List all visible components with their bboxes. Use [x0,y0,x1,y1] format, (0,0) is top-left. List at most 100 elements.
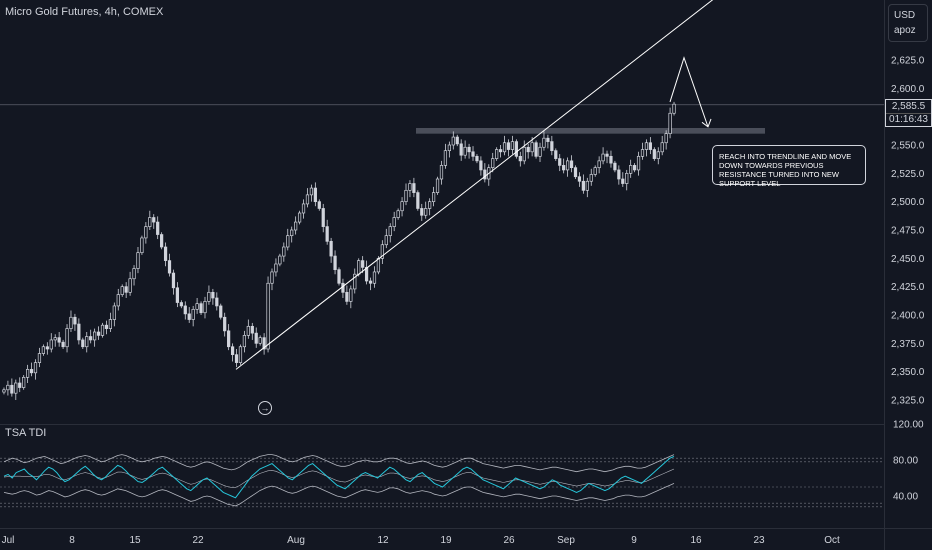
candle-body [467,146,471,153]
candle-body [2,389,6,393]
candle-body [286,235,290,248]
candle-body [636,155,641,171]
candle-body [37,353,42,363]
candle-body [506,142,511,150]
tdi-lower-band [3,483,675,507]
candle-body [108,319,113,329]
time-tick-label: 8 [69,535,75,546]
candle-body [10,384,14,394]
candle-body [305,194,310,205]
currency-selector[interactable]: USD apoz [888,4,928,42]
candle-body [518,155,522,162]
candle-body [77,323,81,341]
candle-body [156,221,160,235]
candle-body [565,160,570,171]
price-tick-label: 2,400.0 [891,311,925,322]
candle-body [428,201,432,209]
price-tick-label: 2,550.0 [891,141,925,152]
candle-body [534,142,538,157]
price-tick-label: 2,450.0 [891,254,925,265]
candle-body [388,226,392,237]
time-tick-label: 19 [440,535,452,546]
candle-body [475,155,479,162]
candle-body [337,269,341,284]
indicator-title[interactable]: TSA TDI [5,427,47,439]
candle-body [435,178,440,193]
candle-body [309,187,314,196]
candle-body [361,260,365,268]
candle-body [510,141,515,150]
candle-body [26,369,30,378]
candle-body [483,169,487,180]
annotation-callout[interactable]: REACH INTO TRENDLINE AND MOVE DOWN TOWAR… [712,145,866,188]
candle-body [660,142,664,153]
candle-body [640,149,645,157]
candle-body [234,354,239,363]
candle-body [431,192,436,203]
candle-body [96,331,101,336]
candle-body [392,217,396,227]
candle-body [41,346,45,354]
candle-body [250,325,254,334]
candle-body [585,180,589,191]
candle-body [471,151,475,157]
candle-body [601,153,605,162]
candle-body [85,336,89,348]
candle-body [61,341,65,348]
trendline [235,0,714,370]
projection-arrowhead [701,118,712,128]
candle-body [203,301,207,314]
candle-body [73,316,77,325]
candle-body [246,325,250,336]
candle-body [282,246,286,257]
candle-body [420,208,424,216]
candle-body [589,174,593,182]
candle-body [53,337,57,341]
indicator-tick-label: 80.00 [893,456,918,467]
candle-body [538,146,542,157]
candle-body [112,305,116,320]
candle-body [558,158,562,166]
price-tick-label: 2,375.0 [891,339,925,350]
candle-body [171,272,176,289]
candle-body [617,169,621,180]
candle-body [368,280,373,284]
candle-body [160,234,164,248]
candle-body [270,271,274,284]
candle-body [491,158,495,169]
candle-body [546,137,550,142]
price-tick-label: 2,600.0 [891,84,925,95]
symbol-title[interactable]: Micro Gold Futures, 4h, COMEX [5,6,164,18]
pane-divider[interactable] [0,424,884,425]
candle-body [321,208,325,227]
candle-body [656,151,660,159]
candle-body [69,316,73,329]
candle-body [183,305,187,315]
last-price-tag: 2,585.5 01:16:43 [885,99,932,127]
replay-icon[interactable]: → [258,401,272,415]
candle-body [408,183,412,191]
candle-body [207,291,211,302]
currency-label[interactable]: USD [894,10,916,21]
candle-body [238,346,243,363]
time-tick-label: 23 [753,535,765,546]
candle-body [45,346,49,350]
time-tick-label: 12 [377,535,389,546]
candle-body [274,263,278,273]
time-tick-label: 9 [631,535,637,546]
user-label[interactable]: apoz [894,25,916,36]
time-tick-label: Sep [557,535,575,546]
candle-body [179,302,183,307]
time-tick-label: 22 [192,535,204,546]
time-tick-label: 16 [690,535,702,546]
candle-body [357,260,361,275]
candle-body [230,346,235,356]
candle-body [384,235,388,246]
candle-body [396,210,400,218]
candle-body [140,237,144,254]
last-price-value: 2,585.5 [891,101,926,112]
candle-body [93,331,97,341]
candle-body [242,335,247,348]
